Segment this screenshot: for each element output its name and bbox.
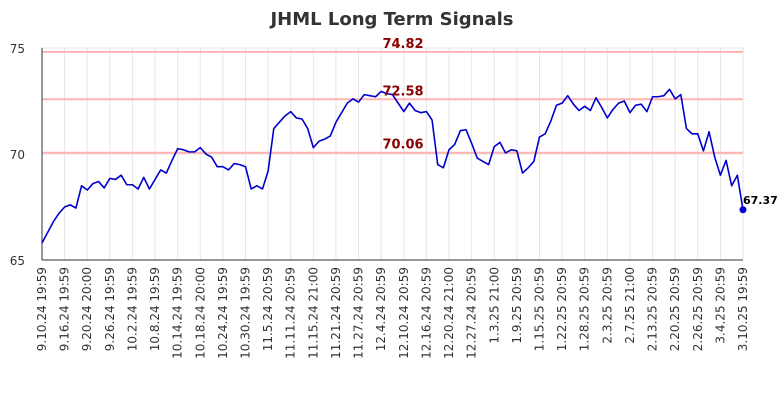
y-tick-label: 65 xyxy=(10,254,25,268)
x-tick-label: 10.8.24 19:59 xyxy=(148,267,162,351)
reference-label: 72.58 xyxy=(382,84,423,99)
x-tick-label: 3.4.25 20:59 xyxy=(713,267,727,344)
x-tick-label: 9.10.24 19:59 xyxy=(35,267,49,351)
x-tick-label: 1.9.25 20:59 xyxy=(510,267,524,344)
x-tick-label: 10.2.24 19:59 xyxy=(125,267,139,351)
x-tick-label: 3.10.25 19:59 xyxy=(736,267,750,351)
x-tick-label: 1.22.25 20:59 xyxy=(555,267,569,351)
x-tick-label: 10.14.24 19:59 xyxy=(171,267,185,359)
x-tick-label: 11.15.24 21:00 xyxy=(306,267,320,359)
last-point-marker xyxy=(739,206,747,214)
labels: 74.82 72.58 70.06 67.37 xyxy=(382,37,777,207)
x-tick-label: 1.15.25 20:59 xyxy=(532,267,546,351)
x-tick-label: 11.21.24 20:59 xyxy=(329,267,343,359)
reference-label: 70.06 xyxy=(382,138,423,153)
reference-label: 74.82 xyxy=(382,37,423,52)
x-tick-label: 1.28.25 20:59 xyxy=(578,267,592,351)
y-tick-label: 75 xyxy=(10,42,25,56)
x-tick-label: 2.20.25 20:59 xyxy=(668,267,682,351)
x-tick-label: 10.30.24 19:59 xyxy=(239,267,253,359)
reference-lines xyxy=(42,50,743,154)
series-line xyxy=(41,88,744,244)
x-tick-label: 2.26.25 20:59 xyxy=(691,267,705,351)
x-tick-label: 9.16.24 19:59 xyxy=(58,267,72,351)
y-tick-label: 70 xyxy=(10,148,25,162)
x-tick-label: 9.20.24 20:00 xyxy=(80,267,94,351)
axes: 65 70 75 9.10.24 19:59 9.16.24 19:59 9.20.24 … xyxy=(10,42,750,359)
x-tick-label: 12.4.24 20:59 xyxy=(374,267,388,351)
x-tick-label: 9.26.24 19:59 xyxy=(103,267,117,351)
x-tick-label: 12.27.24 20:59 xyxy=(465,267,479,359)
x-tick-label: 11.5.24 20:59 xyxy=(261,267,275,351)
x-tick-label: 2.13.25 20:59 xyxy=(646,267,660,351)
x-tick-label: 12.10.24 20:59 xyxy=(397,267,411,359)
x-tick-label: 10.18.24 20:00 xyxy=(193,267,207,359)
series-layer xyxy=(41,88,747,244)
grid xyxy=(41,47,744,261)
x-tick-label: 11.27.24 20:59 xyxy=(352,267,366,359)
x-tick-label: 2.7.25 21:00 xyxy=(623,267,637,344)
chart-title: JHML Long Term Signals xyxy=(268,9,513,30)
x-tick-label: 1.3.25 21:00 xyxy=(487,267,501,344)
x-tick-label: 12.20.24 21:00 xyxy=(442,267,456,359)
last-value-label: 67.37 xyxy=(743,194,778,207)
x-tick-label: 2.3.25 20:59 xyxy=(600,267,614,344)
x-tick-label: 11.11.24 20:59 xyxy=(284,267,298,359)
x-tick-label: 12.16.24 20:59 xyxy=(419,267,433,359)
x-tick-label: 10.24.24 19:59 xyxy=(216,267,230,359)
